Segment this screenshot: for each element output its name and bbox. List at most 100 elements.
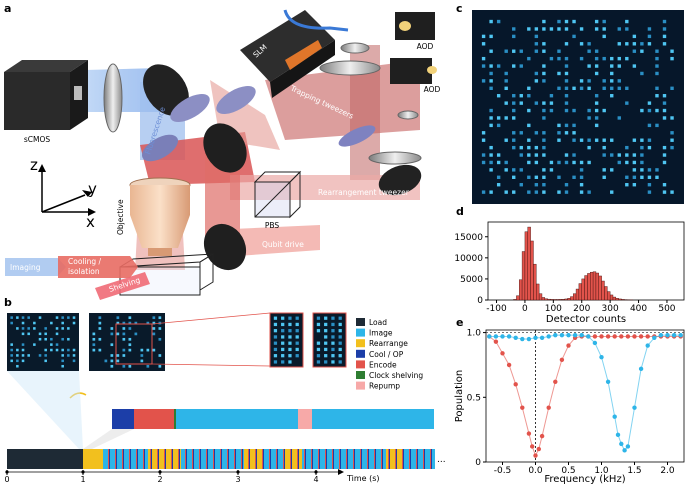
timeline-cool (172, 449, 173, 469)
histogram-bar (602, 281, 605, 300)
histogram-bar (519, 280, 522, 300)
y-tick-label: 0 (477, 296, 483, 306)
atom-spot (61, 365, 64, 368)
series-point (593, 334, 597, 338)
atom-spot (117, 333, 120, 336)
atom-spot (22, 343, 25, 346)
series-point (553, 380, 557, 384)
atom-spot (324, 360, 327, 363)
histogram-bar (619, 299, 622, 300)
atom-spot (618, 27, 621, 30)
timeline-cool (319, 449, 320, 469)
timeline-cool (256, 449, 257, 469)
atom-spot (147, 365, 150, 368)
atom-spot (296, 348, 299, 351)
timeline-cool (417, 449, 418, 469)
atom-spot (159, 338, 162, 341)
series-point (616, 433, 620, 437)
atom-spot (497, 183, 500, 186)
atom-spot (520, 153, 523, 156)
cooling-label-2: isolation (68, 267, 100, 276)
series-point (632, 405, 636, 409)
atom-spot (603, 35, 606, 38)
timeline-encode (220, 449, 221, 469)
atom-spot (587, 146, 590, 149)
atom-spot (159, 365, 162, 368)
atom-spot (580, 27, 583, 30)
atom-spot (565, 183, 568, 186)
atom-spot (73, 349, 76, 352)
atom-spot (542, 79, 545, 82)
atom-spot (670, 139, 673, 142)
timeline-encode (388, 449, 389, 469)
timeline-cool (158, 449, 159, 469)
atom-spot (550, 101, 553, 104)
histogram-bar (528, 227, 531, 300)
atom-spot (648, 190, 651, 193)
atom-spot (527, 124, 530, 127)
series-point (613, 334, 617, 338)
lens-aod-1 (341, 43, 369, 53)
atom-spot (580, 190, 583, 193)
atom-spot (527, 153, 530, 156)
atom-spot (50, 338, 53, 341)
series-point (672, 333, 676, 337)
atom-spot (281, 360, 284, 363)
timeline-ellipsis: ... (437, 455, 446, 465)
mirror-3 (196, 216, 255, 278)
atom-spot (633, 183, 636, 186)
lens-aod-4 (369, 152, 421, 164)
time-tick-dot (236, 470, 239, 473)
x-tick-label: -100 (486, 304, 507, 314)
atom-spot (565, 190, 568, 193)
atom-spot (274, 360, 277, 363)
atom-spot (16, 360, 19, 363)
atom-spot (663, 109, 666, 112)
legend-swatch (356, 339, 365, 347)
timeline-cool (137, 449, 138, 469)
atom-spot (648, 101, 651, 104)
series-point (646, 334, 650, 338)
timeline-cool (368, 449, 369, 469)
timeline-cool (228, 449, 229, 469)
atom-spot (663, 153, 666, 156)
atom-spot (16, 316, 19, 319)
atom-spot (317, 323, 320, 326)
atom-spot (640, 42, 643, 45)
atom-spot (111, 333, 114, 336)
zoom-image-2 (313, 313, 346, 367)
series-point (626, 444, 630, 448)
atom-spot (527, 139, 530, 142)
panel-d-label: d (456, 205, 464, 218)
atom-spot (111, 327, 114, 330)
timeline-cool (396, 449, 397, 469)
histogram-bar (542, 297, 545, 300)
imaging-label: Imaging (10, 263, 41, 272)
atom-spot (655, 57, 658, 60)
x-tick-label: 300 (602, 304, 619, 314)
atom-spot (663, 101, 666, 104)
atom-spot (655, 50, 658, 53)
atom-spot (527, 27, 530, 30)
atom-spot (648, 124, 651, 127)
atom-spot (542, 109, 545, 112)
atom-spot (565, 79, 568, 82)
atom-spot (595, 116, 598, 119)
legend-swatch (356, 382, 365, 390)
atom-spot (557, 190, 560, 193)
atom-spot (123, 365, 126, 368)
histogram-bar (610, 295, 613, 300)
atom-spot (535, 176, 538, 179)
atom-spot (22, 354, 25, 357)
atom-spot (520, 146, 523, 149)
atom-spot (527, 146, 530, 149)
histogram-bar (587, 273, 590, 300)
histogram-bar (556, 299, 559, 300)
atom-spot (648, 146, 651, 149)
atom-spot (288, 317, 291, 320)
atom-spot (111, 360, 114, 363)
atom-spot (587, 64, 590, 67)
atom-spot (618, 64, 621, 67)
atom-spot (587, 50, 590, 53)
x-tick-label: 2.0 (660, 466, 675, 476)
